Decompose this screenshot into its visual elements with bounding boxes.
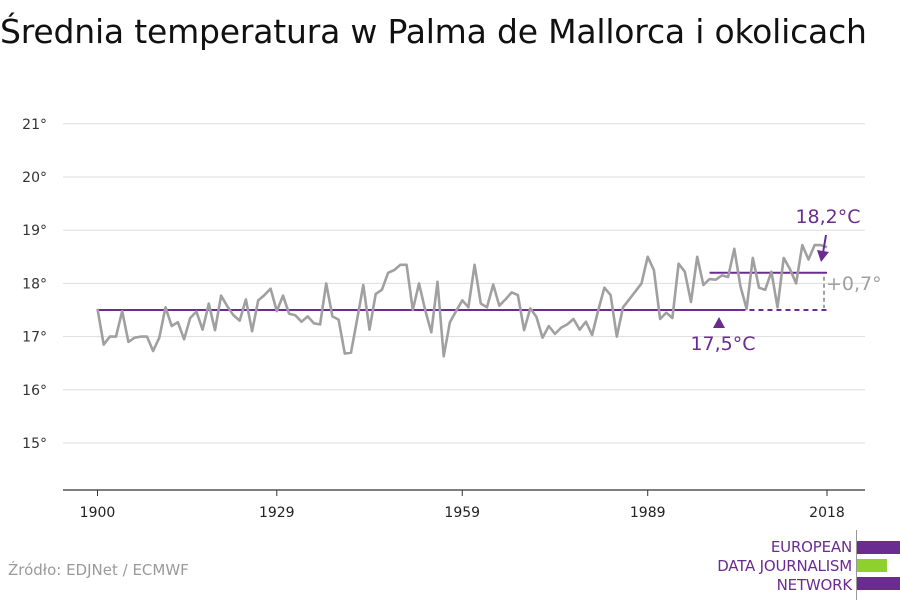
x-tick-label: 1959: [444, 505, 480, 521]
y-tick-label: 17°: [22, 330, 47, 346]
y-tick-label: 15°: [22, 436, 47, 452]
grid-lines: [63, 123, 865, 444]
temperature-series: [96, 243, 828, 358]
logo-bar-1: [857, 541, 900, 554]
arrow-recent-average: [822, 234, 827, 254]
x-tick-label: 2018: [809, 505, 845, 521]
x-tick-label: 1900: [80, 505, 116, 521]
arrowhead-long-average: [713, 317, 725, 328]
chart-title: Średnia temperatura w Palma de Mallorca …: [0, 12, 867, 51]
annotation-long-average: 17,5°C: [690, 333, 755, 355]
x-tick-label: 1989: [630, 505, 666, 521]
logo-text: EUROPEAN DATA JOURNALISM NETWORK: [717, 538, 852, 595]
edjnet-logo: EUROPEAN DATA JOURNALISM NETWORK: [660, 530, 900, 600]
logo-bar-3: [857, 577, 900, 590]
y-tick-label: 21°: [22, 117, 47, 133]
arrowhead-recent-average: [817, 250, 829, 262]
series-line-0: [96, 243, 828, 358]
source-note: Źródło: EDJNet / ECMWF: [8, 561, 189, 579]
logo-line-3: NETWORK: [776, 576, 853, 594]
logo-divider: [856, 530, 857, 600]
y-axis-ticks: 15° 16° 17° 18° 19° 20° 21°: [22, 117, 47, 452]
x-axis: 1900 1929 1959 1989 2018: [63, 489, 865, 521]
logo-line-2: DATA JOURNALISM: [717, 557, 852, 575]
annotation-difference: +0,7°: [826, 273, 882, 295]
y-tick-label: 16°: [22, 383, 47, 399]
logo-line-1: EUROPEAN: [770, 538, 852, 556]
y-tick-label: 20°: [22, 170, 47, 186]
x-tick-label: 1929: [259, 505, 295, 521]
logo-bar-2: [857, 559, 887, 572]
annotation-recent-average: 18,2°C: [795, 206, 860, 228]
y-tick-label: 18°: [22, 276, 47, 292]
y-tick-label: 19°: [22, 223, 47, 239]
annotations: 18,2°C 17,5°C +0,7°: [690, 206, 881, 355]
